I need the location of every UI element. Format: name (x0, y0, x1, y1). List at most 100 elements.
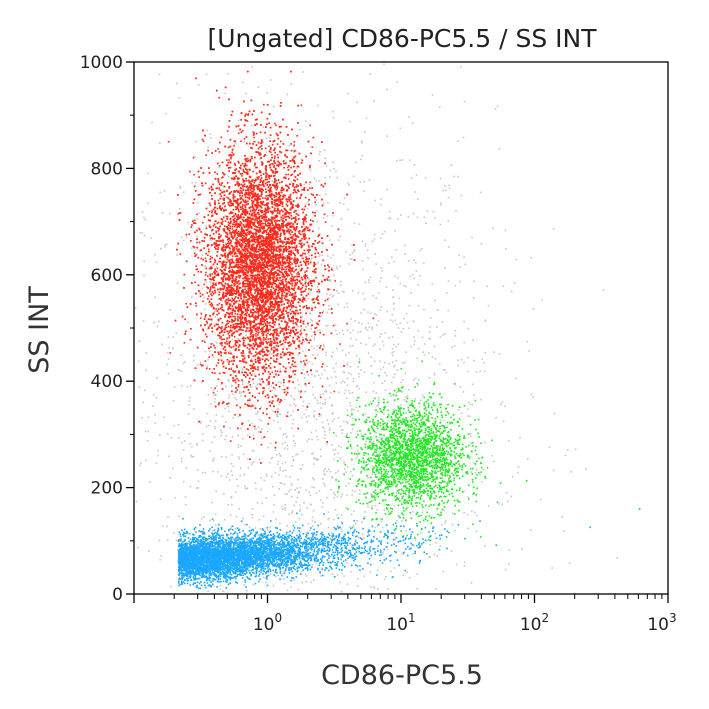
event-dot (167, 372, 170, 375)
event-dot (403, 244, 406, 247)
event-dot (297, 478, 299, 481)
event-dot (324, 157, 326, 160)
event-dot (315, 459, 318, 461)
event-dot (207, 590, 209, 592)
event-dot (190, 454, 192, 457)
event-dot (291, 455, 294, 458)
event-dot (404, 361, 406, 364)
event-dot (303, 340, 306, 343)
event-dot (244, 306, 247, 309)
event-dot (324, 484, 326, 487)
event-dot (238, 305, 241, 308)
event-dot (350, 337, 352, 340)
event-dot (235, 142, 237, 144)
event-dot (209, 350, 211, 353)
event-dot (431, 94, 434, 96)
event-dot (259, 528, 262, 530)
event-dot (154, 413, 156, 416)
event-dot (394, 532, 396, 535)
event-dot (258, 519, 261, 521)
event-dot (444, 369, 446, 371)
event-dot (359, 181, 362, 183)
event-dot (501, 401, 504, 403)
event-dot (277, 415, 279, 418)
event-dot (413, 544, 415, 547)
event-dot (197, 480, 200, 483)
event-dot (323, 345, 325, 348)
event-dot (460, 194, 463, 197)
event-dot (377, 319, 380, 322)
event-dot (352, 329, 355, 332)
event-dot (205, 73, 208, 76)
event-dot (277, 403, 280, 406)
event-dot (313, 410, 316, 412)
event-dot (271, 180, 273, 182)
event-dot (183, 480, 185, 483)
event-dot (214, 316, 217, 318)
event-dot (231, 353, 234, 356)
event-dot (277, 421, 279, 423)
event-dot (307, 374, 309, 376)
event-dot (210, 539, 212, 541)
event-dot (350, 544, 353, 546)
event-dot (298, 348, 301, 350)
event-dot (371, 240, 374, 242)
event-dot (333, 274, 335, 276)
event-dot (318, 255, 320, 258)
event-dot (447, 196, 450, 199)
event-dot (402, 362, 404, 364)
event-dot (329, 280, 332, 282)
event-dot (221, 415, 224, 418)
event-dot (294, 442, 297, 444)
event-dot (393, 351, 395, 353)
event-dot (475, 371, 478, 373)
event-dot (457, 364, 459, 367)
event-dot (357, 291, 360, 294)
event-dot (316, 399, 319, 402)
event-dot (392, 408, 395, 411)
event-dot (392, 361, 394, 364)
event-dot (243, 473, 245, 476)
event-dot (335, 472, 337, 474)
event-dot (266, 339, 268, 341)
event-dot (331, 295, 334, 298)
event-dot (438, 394, 440, 396)
event-dot (471, 383, 474, 386)
event-dot (284, 469, 287, 472)
event-dot (305, 385, 307, 387)
event-dot (393, 504, 396, 507)
event-dot (196, 469, 199, 471)
event-dot (392, 320, 394, 323)
event-dot (222, 352, 225, 354)
event-dot (376, 525, 379, 527)
event-dot (291, 495, 293, 498)
event-dot (463, 341, 465, 344)
event-dot (244, 523, 246, 526)
event-dot (224, 288, 227, 291)
event-dot (204, 533, 207, 535)
event-dot (144, 389, 146, 392)
event-dot (431, 471, 434, 474)
event-dot (393, 365, 395, 368)
event-dot (284, 507, 286, 509)
event-dot (266, 92, 268, 94)
event-dot (441, 430, 443, 433)
event-dot (288, 144, 291, 147)
event-dot (197, 487, 200, 489)
event-dot (213, 394, 215, 397)
event-dot (346, 208, 349, 211)
event-dot (372, 440, 375, 443)
event-dot (309, 291, 311, 293)
event-dot (384, 332, 387, 334)
event-dot (364, 131, 366, 133)
event-dot (206, 129, 208, 132)
event-dot (616, 557, 618, 559)
event-dot (330, 405, 333, 407)
event-dot (285, 261, 288, 263)
event-dot (386, 374, 388, 377)
event-dot (420, 399, 422, 402)
event-dot (296, 496, 299, 499)
event-dot (431, 356, 434, 358)
event-dot (370, 493, 372, 495)
event-dot (365, 391, 367, 393)
